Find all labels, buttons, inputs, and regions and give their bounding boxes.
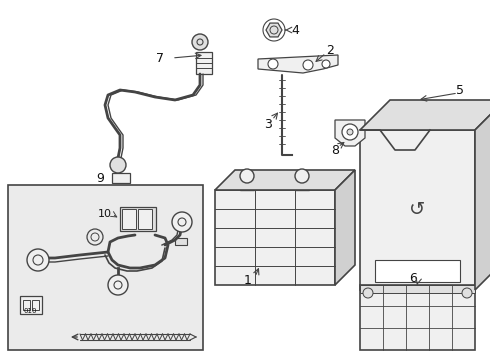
Bar [8, 185, 203, 350]
Text: 3: 3 [264, 118, 272, 131]
Text: 010: 010 [23, 308, 37, 314]
Circle shape [172, 212, 192, 232]
Circle shape [322, 60, 330, 68]
Text: 10: 10 [98, 209, 112, 219]
Circle shape [342, 124, 358, 140]
Circle shape [347, 129, 353, 135]
Text: 9: 9 [96, 171, 104, 184]
Polygon shape [475, 100, 490, 290]
Circle shape [462, 288, 472, 298]
Bar [360, 285, 475, 293]
Text: 2: 2 [326, 44, 334, 57]
Bar [138, 209, 152, 229]
Circle shape [268, 59, 278, 69]
Text: ↺: ↺ [409, 201, 425, 220]
Bar [32, 300, 39, 310]
Text: 1: 1 [244, 274, 252, 287]
Bar [20, 296, 42, 314]
Polygon shape [360, 100, 490, 130]
Bar [196, 52, 212, 74]
Bar [240, 176, 254, 190]
Text: 4: 4 [291, 23, 299, 36]
Circle shape [363, 288, 373, 298]
Polygon shape [266, 23, 282, 37]
Polygon shape [215, 170, 355, 190]
Polygon shape [335, 120, 365, 146]
Bar [360, 285, 475, 350]
Polygon shape [335, 170, 355, 285]
Circle shape [27, 249, 49, 271]
Circle shape [192, 34, 208, 50]
Text: 5: 5 [456, 84, 464, 96]
Bar [295, 176, 309, 190]
Polygon shape [258, 55, 338, 73]
Bar [215, 190, 335, 285]
Bar [175, 238, 187, 245]
Bar [112, 173, 130, 183]
Bar [122, 209, 136, 229]
Circle shape [240, 169, 254, 183]
Bar [23, 300, 30, 310]
Text: 7: 7 [156, 51, 164, 64]
Bar [120, 207, 156, 231]
Circle shape [303, 60, 313, 70]
Bar [360, 130, 475, 290]
Circle shape [295, 169, 309, 183]
Text: 6: 6 [409, 271, 417, 284]
Circle shape [108, 275, 128, 295]
Circle shape [110, 157, 126, 173]
Bar [375, 260, 460, 282]
Text: 8: 8 [331, 144, 339, 157]
